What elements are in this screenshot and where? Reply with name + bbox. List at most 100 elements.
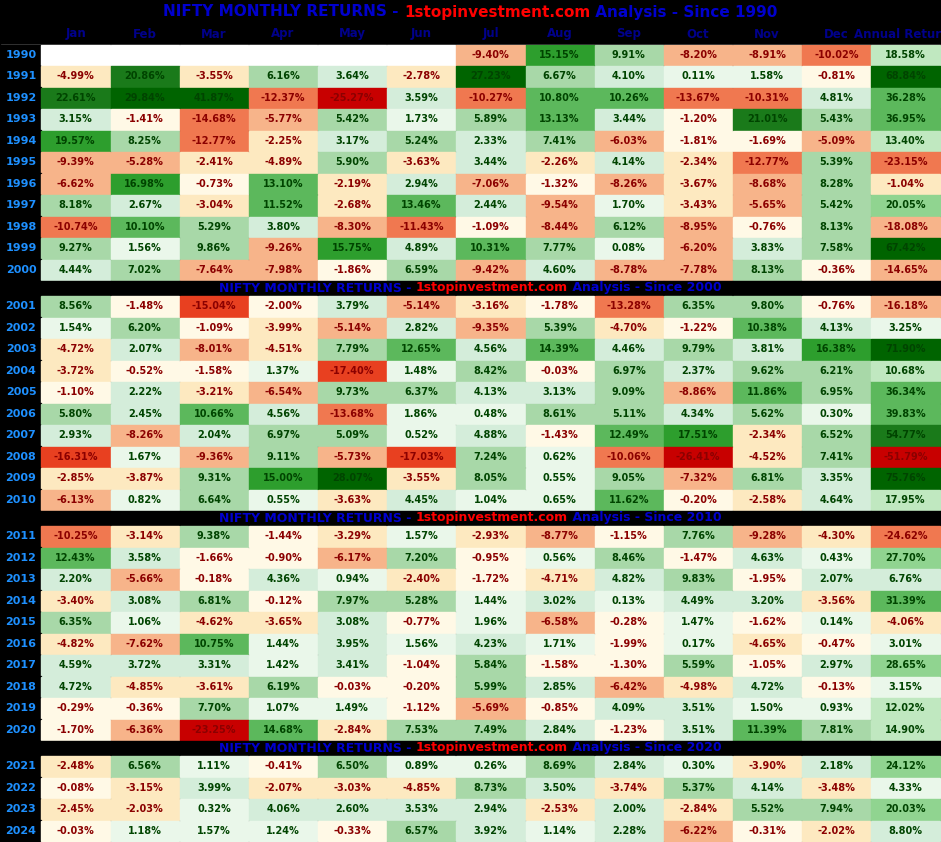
Text: 16.98%: 16.98% <box>124 179 165 189</box>
Text: 12.65%: 12.65% <box>401 344 441 354</box>
Bar <box>41 569 110 589</box>
Bar <box>1 403 41 424</box>
Bar <box>526 526 594 546</box>
Bar <box>871 317 939 338</box>
Text: -3.61%: -3.61% <box>195 682 232 692</box>
Text: 2.00%: 2.00% <box>612 804 646 814</box>
Bar <box>802 756 870 776</box>
Bar <box>871 131 939 151</box>
Bar <box>526 45 594 65</box>
Text: 2012: 2012 <box>6 552 37 562</box>
Text: 67.42%: 67.42% <box>885 243 926 253</box>
Bar <box>318 382 386 402</box>
Text: 2.45%: 2.45% <box>128 408 162 418</box>
Bar <box>595 698 662 718</box>
Text: 13.10%: 13.10% <box>263 179 303 189</box>
Bar <box>41 676 110 697</box>
Text: 3.72%: 3.72% <box>128 660 162 670</box>
Bar <box>111 45 179 65</box>
Bar <box>526 88 594 108</box>
Text: 1990: 1990 <box>6 50 37 60</box>
Bar <box>595 317 662 338</box>
Text: 20.03%: 20.03% <box>885 804 926 814</box>
Text: 4.88%: 4.88% <box>473 430 507 440</box>
Bar <box>318 468 386 488</box>
Text: 5.39%: 5.39% <box>543 322 577 333</box>
Bar <box>318 216 386 237</box>
Text: 1stopinvestment.com: 1stopinvestment.com <box>404 4 590 19</box>
Bar <box>456 66 524 87</box>
Text: -4.52%: -4.52% <box>748 452 786 461</box>
Bar <box>595 547 662 568</box>
Text: 2001: 2001 <box>6 301 37 312</box>
Bar <box>1 654 41 676</box>
Bar <box>733 45 801 65</box>
Bar <box>802 131 870 151</box>
Text: 1992: 1992 <box>6 93 37 103</box>
Text: 4.72%: 4.72% <box>750 682 784 692</box>
Bar <box>802 296 870 317</box>
Bar <box>526 152 594 173</box>
Text: 4.46%: 4.46% <box>612 344 646 354</box>
Text: -1.41%: -1.41% <box>126 115 164 125</box>
Bar <box>111 216 179 237</box>
Bar <box>664 489 732 510</box>
Text: 3.31%: 3.31% <box>197 660 231 670</box>
Text: 7.77%: 7.77% <box>543 243 577 253</box>
Bar <box>318 590 386 611</box>
Text: 2.37%: 2.37% <box>681 365 715 376</box>
Text: -1.32%: -1.32% <box>541 179 579 189</box>
Bar <box>595 259 662 280</box>
Text: 18.58%: 18.58% <box>885 50 926 60</box>
Text: -1.70%: -1.70% <box>56 725 94 735</box>
Text: 2.33%: 2.33% <box>473 136 507 146</box>
Text: Jul: Jul <box>482 28 499 40</box>
Text: -2.45%: -2.45% <box>56 804 94 814</box>
Text: 4.10%: 4.10% <box>612 72 646 81</box>
Text: -3.74%: -3.74% <box>610 783 647 793</box>
Text: 1stopinvestment.com: 1stopinvestment.com <box>416 511 568 525</box>
Text: -6.36%: -6.36% <box>126 725 164 735</box>
Bar <box>1 360 41 381</box>
Bar <box>595 296 662 317</box>
Text: 2008: 2008 <box>6 452 37 461</box>
Text: 1.58%: 1.58% <box>750 72 784 81</box>
Bar <box>180 360 248 381</box>
Bar <box>249 425 317 445</box>
Text: 6.52%: 6.52% <box>820 430 853 440</box>
Bar <box>456 468 524 488</box>
Text: -0.76%: -0.76% <box>818 301 855 312</box>
Text: 39.83%: 39.83% <box>885 408 926 418</box>
Text: Jun: Jun <box>411 28 432 40</box>
Text: Analysis - Since 2000: Analysis - Since 2000 <box>568 281 722 295</box>
Text: 2.60%: 2.60% <box>335 804 369 814</box>
Bar <box>41 339 110 360</box>
Bar <box>595 676 662 697</box>
Bar <box>456 655 524 675</box>
Bar <box>41 756 110 776</box>
Text: -10.27%: -10.27% <box>469 93 513 103</box>
Bar <box>180 317 248 338</box>
Text: 1998: 1998 <box>6 221 37 232</box>
Bar <box>41 698 110 718</box>
Bar <box>1 611 41 633</box>
Text: 28.07%: 28.07% <box>332 473 373 483</box>
Text: -3.55%: -3.55% <box>195 72 232 81</box>
Bar <box>1 317 41 338</box>
Bar <box>733 799 801 819</box>
Bar <box>456 590 524 611</box>
Text: -0.31%: -0.31% <box>748 826 786 836</box>
Text: -8.44%: -8.44% <box>541 221 579 232</box>
Text: 3.51%: 3.51% <box>681 725 715 735</box>
Text: NIFTY MONTHLY RETURNS -: NIFTY MONTHLY RETURNS - <box>219 742 416 754</box>
Text: 2005: 2005 <box>6 387 37 397</box>
Bar <box>180 152 248 173</box>
Text: -6.17%: -6.17% <box>333 552 371 562</box>
Bar <box>249 547 317 568</box>
Bar <box>871 655 939 675</box>
Text: 1.11%: 1.11% <box>197 761 231 771</box>
Bar <box>249 259 317 280</box>
Text: 1.37%: 1.37% <box>266 365 300 376</box>
Text: 20.05%: 20.05% <box>885 200 926 210</box>
Bar <box>733 720 801 740</box>
